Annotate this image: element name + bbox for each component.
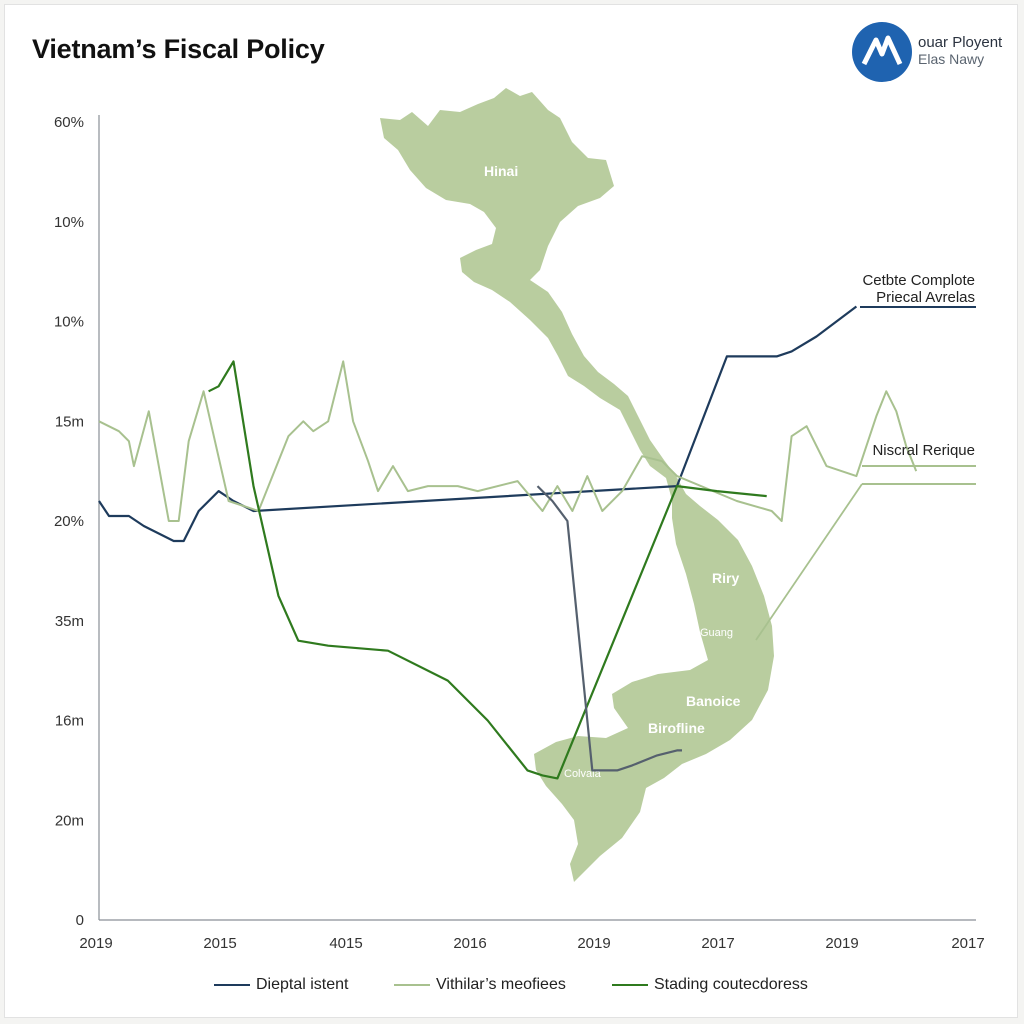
x-tick-label: 2015 (203, 935, 236, 952)
series-line-4 (536, 485, 682, 772)
x-tick-label: 4015 (329, 935, 362, 952)
y-tick-label: 10% (54, 314, 84, 331)
legend-label-3: Stading coutecdoress (654, 976, 808, 993)
annotation-leader-4 (755, 483, 863, 641)
annotation-avrelas: Priecal Avrelas (876, 289, 975, 306)
annotation-rerique: Niscral Rerique (872, 442, 975, 459)
legend-item-2: Vithilar’s meofiees (394, 976, 566, 994)
y-tick-labels: 60% 10% 10% 15m 20% 35m 16m 20m 0 (54, 114, 84, 929)
mountain-logo-icon (852, 22, 912, 82)
vietnam-map-shape (380, 88, 774, 882)
map-label-banoice: Banoice (686, 693, 741, 709)
map-label-birofline: Birofline (648, 720, 705, 736)
y-tick-label: 0 (76, 912, 84, 929)
map-label-guang: Guang (700, 627, 733, 639)
x-tick-labels: 2019 2015 4015 2016 2019 2017 2019 2017 (79, 935, 984, 952)
x-tick-label: 2016 (453, 935, 486, 952)
logo (844, 14, 1014, 88)
series-line-1 (98, 305, 858, 543)
annotation-complote: Cetbte Complote (862, 272, 975, 289)
x-tick-label: 2017 (951, 935, 984, 952)
series-line-3 (208, 360, 767, 780)
x-tick-label: 2019 (79, 935, 112, 952)
legend-swatch-1 (214, 984, 250, 986)
map-label-riry: Riry (712, 570, 739, 586)
legend-swatch-2 (394, 984, 430, 986)
y-tick-label: 20% (54, 513, 84, 530)
y-tick-label: 35m (55, 613, 84, 630)
y-tick-label: 10% (54, 214, 84, 231)
chart-title: Vietnam’s Fiscal Policy (32, 34, 325, 64)
y-tick-label: 20m (55, 812, 84, 829)
logo-line-1: ouar Ployent (918, 34, 1003, 51)
legend-label-2: Vithilar’s meofiees (436, 976, 566, 993)
y-tick-label: 60% (54, 114, 84, 131)
series-lines (98, 305, 918, 780)
legend-label-1: Dieptal istent (256, 976, 349, 993)
legend-item-3: Stading coutecdoress (612, 976, 808, 994)
series-line-2 (98, 360, 918, 522)
legend-swatch-3 (612, 984, 648, 986)
x-tick-label: 2019 (577, 935, 610, 952)
logo-line-2: Elas Nawy (918, 51, 985, 67)
vietnam-map (380, 88, 774, 882)
x-tick-label: 2017 (701, 935, 734, 952)
x-tick-label: 2019 (825, 935, 858, 952)
legend-item-1: Dieptal istent (214, 976, 349, 994)
y-tick-label: 16m (55, 713, 84, 730)
map-label-hinai: Hinai (484, 163, 518, 179)
y-tick-label: 15m (55, 413, 84, 430)
legend: Dieptal istent Vithilar’s meofiees Stadi… (0, 976, 1024, 1000)
